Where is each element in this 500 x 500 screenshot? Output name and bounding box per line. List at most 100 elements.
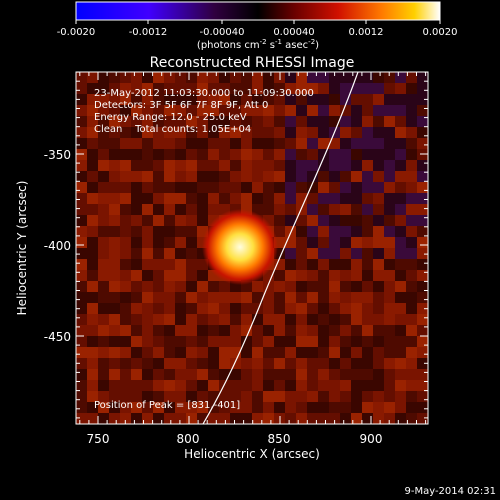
image-pixel xyxy=(395,292,406,303)
image-pixel xyxy=(142,182,153,193)
image-pixel xyxy=(351,358,362,369)
image-pixel xyxy=(274,237,285,248)
image-pixel xyxy=(329,259,340,270)
image-pixel xyxy=(109,171,120,182)
image-pixel xyxy=(329,138,340,149)
image-pixel xyxy=(87,237,98,248)
image-pixel xyxy=(340,303,351,314)
image-pixel xyxy=(296,336,307,347)
image-pixel xyxy=(98,160,109,171)
image-pixel xyxy=(175,369,186,380)
image-pixel xyxy=(197,83,208,94)
image-pixel xyxy=(208,413,219,424)
image-pixel xyxy=(307,259,318,270)
image-pixel xyxy=(307,72,318,83)
image-pixel xyxy=(175,127,186,138)
image-pixel xyxy=(384,127,395,138)
image-pixel xyxy=(252,325,263,336)
image-pixel xyxy=(87,358,98,369)
image-pixel xyxy=(120,270,131,281)
image-pixel xyxy=(219,182,230,193)
image-pixel xyxy=(329,215,340,226)
image-pixel xyxy=(87,314,98,325)
image-pixel xyxy=(164,358,175,369)
colorbar-tick-label: -0.00040 xyxy=(200,27,245,38)
image-pixel xyxy=(307,325,318,336)
image-pixel xyxy=(417,116,428,127)
image-pixel xyxy=(285,314,296,325)
image-pixel xyxy=(164,314,175,325)
image-pixel xyxy=(318,149,329,160)
image-pixel xyxy=(263,171,274,182)
x-tick-labels: 750 800 850 900 xyxy=(87,432,383,446)
image-pixel xyxy=(120,325,131,336)
image-pixel xyxy=(76,380,87,391)
image-pixel xyxy=(329,182,340,193)
image-pixel xyxy=(230,160,241,171)
image-pixel xyxy=(98,402,109,413)
image-pixel xyxy=(307,402,318,413)
image-pixel xyxy=(252,358,263,369)
image-pixel xyxy=(252,149,263,160)
image-pixel xyxy=(252,292,263,303)
image-pixel xyxy=(329,413,340,424)
image-pixel xyxy=(417,281,428,292)
image-pixel xyxy=(417,215,428,226)
image-pixel xyxy=(98,347,109,358)
image-pixel xyxy=(109,72,120,83)
image-pixel xyxy=(406,292,417,303)
image-pixel xyxy=(87,127,98,138)
image-pixel xyxy=(98,292,109,303)
image-pixel xyxy=(241,314,252,325)
time-range-text: 23-May-2012 11:03:30.000 to 11:09:30.000 xyxy=(94,88,314,99)
image-pixel xyxy=(131,138,142,149)
image-pixel xyxy=(186,83,197,94)
image-pixel xyxy=(296,116,307,127)
image-pixel xyxy=(384,314,395,325)
image-pixel xyxy=(263,292,274,303)
image-pixel xyxy=(98,336,109,347)
image-pixel xyxy=(87,182,98,193)
image-pixel xyxy=(230,105,241,116)
image-pixel xyxy=(395,171,406,182)
image-pixel xyxy=(307,270,318,281)
image-pixel xyxy=(76,204,87,215)
image-pixel xyxy=(406,160,417,171)
image-pixel xyxy=(164,215,175,226)
image-pixel xyxy=(131,171,142,182)
image-pixel xyxy=(120,72,131,83)
image-pixel xyxy=(153,204,164,215)
image-pixel xyxy=(98,369,109,380)
image-pixel xyxy=(131,116,142,127)
energy-range-text: Energy Range: 12.0 - 25.0 keV xyxy=(94,112,247,123)
image-pixel xyxy=(351,193,362,204)
image-pixel xyxy=(120,83,131,94)
image-pixel xyxy=(318,138,329,149)
image-pixel xyxy=(395,347,406,358)
image-pixel xyxy=(373,160,384,171)
image-pixel xyxy=(329,391,340,402)
image-pixel xyxy=(120,160,131,171)
image-pixel xyxy=(384,204,395,215)
image-pixel xyxy=(120,237,131,248)
image-pixel xyxy=(98,380,109,391)
image-pixel xyxy=(98,215,109,226)
image-pixel xyxy=(252,314,263,325)
image-pixel xyxy=(164,281,175,292)
image-pixel xyxy=(296,402,307,413)
image-pixel xyxy=(230,347,241,358)
image-pixel xyxy=(87,160,98,171)
image-pixel xyxy=(362,270,373,281)
image-pixel xyxy=(296,138,307,149)
image-pixel xyxy=(318,358,329,369)
image-pixel xyxy=(296,248,307,259)
image-pixel xyxy=(109,380,120,391)
image-pixel xyxy=(252,347,263,358)
image-pixel xyxy=(318,336,329,347)
image-pixel xyxy=(406,413,417,424)
image-pixel xyxy=(131,83,142,94)
image-pixel xyxy=(120,391,131,402)
image-pixel xyxy=(351,369,362,380)
image-pixel xyxy=(373,402,384,413)
image-pixel xyxy=(274,391,285,402)
